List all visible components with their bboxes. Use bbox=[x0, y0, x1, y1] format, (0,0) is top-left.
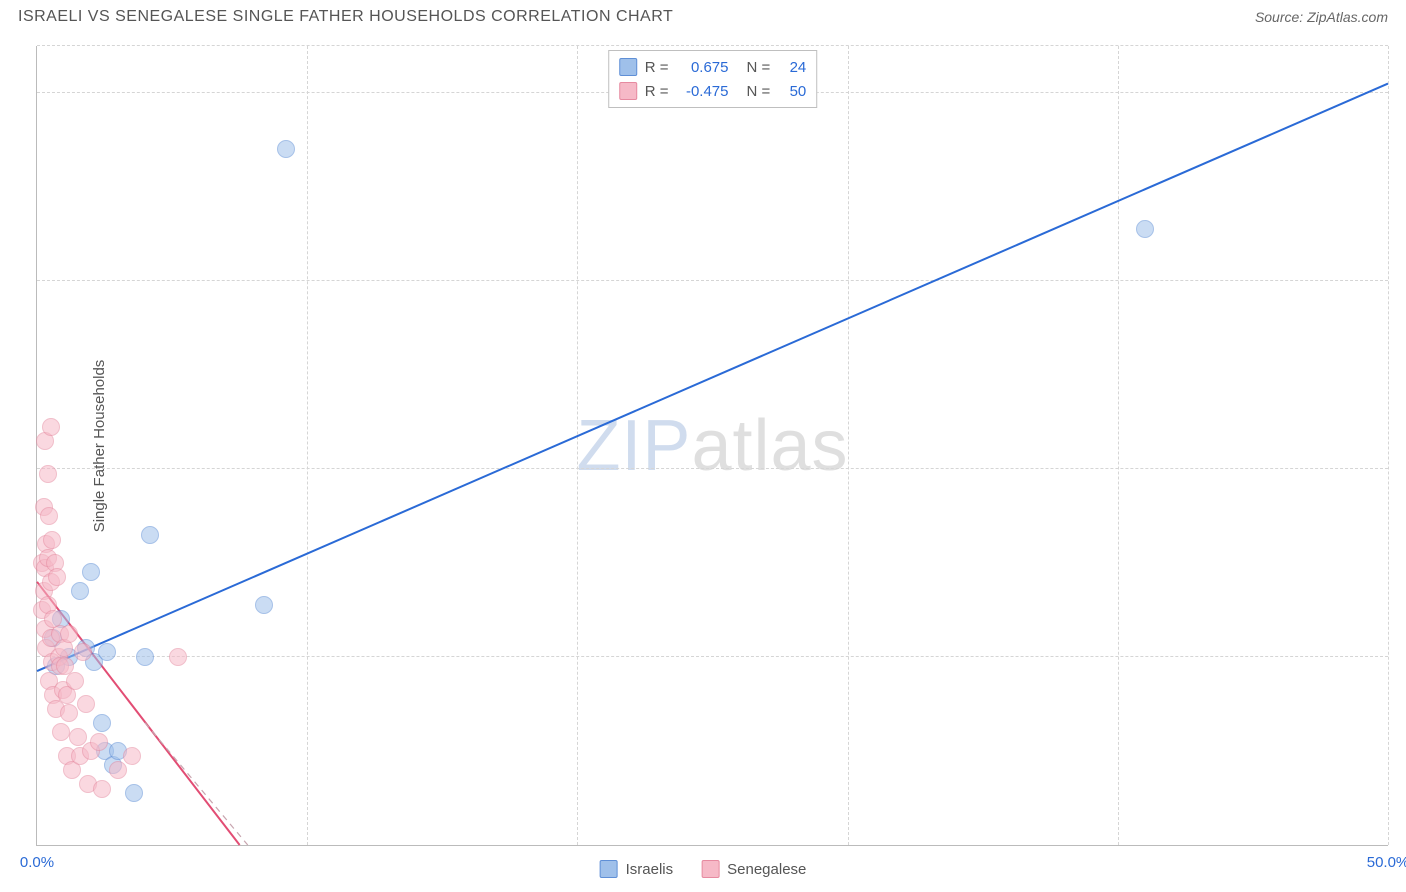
data-point bbox=[40, 507, 58, 525]
legend-n-label: N = bbox=[747, 83, 771, 100]
legend-r-value: 0.675 bbox=[677, 59, 729, 76]
data-point bbox=[71, 582, 89, 600]
legend-series-label: Israelis bbox=[626, 861, 674, 878]
data-point bbox=[60, 704, 78, 722]
x-tick-label: 50.0% bbox=[1367, 854, 1406, 871]
data-point bbox=[169, 648, 187, 666]
data-point bbox=[141, 526, 159, 544]
legend-swatch bbox=[619, 58, 637, 76]
legend-swatch bbox=[619, 82, 637, 100]
legend-row: R = 0.675 N = 24 bbox=[619, 55, 807, 79]
data-point bbox=[123, 747, 141, 765]
legend-row: R = -0.475 N = 50 bbox=[619, 79, 807, 103]
data-point bbox=[98, 643, 116, 661]
legend-n-value: 50 bbox=[778, 83, 806, 100]
legend-series-label: Senegalese bbox=[727, 861, 806, 878]
data-point bbox=[43, 531, 61, 549]
legend-r-label: R = bbox=[645, 59, 669, 76]
gridline-v bbox=[1388, 46, 1389, 845]
x-tick-label: 0.0% bbox=[20, 854, 54, 871]
legend-swatch bbox=[701, 860, 719, 878]
series-legend: Israelis Senegalese bbox=[600, 860, 807, 878]
legend-r-value: -0.475 bbox=[677, 83, 729, 100]
data-point bbox=[277, 140, 295, 158]
legend-n-label: N = bbox=[747, 59, 771, 76]
legend-n-value: 24 bbox=[778, 59, 806, 76]
source-label: Source: ZipAtlas.com bbox=[1255, 9, 1388, 25]
data-point bbox=[255, 596, 273, 614]
data-point bbox=[48, 568, 66, 586]
data-point bbox=[52, 723, 70, 741]
data-point bbox=[60, 625, 78, 643]
data-point bbox=[66, 672, 84, 690]
correlation-legend: R = 0.675 N = 24 R = -0.475 N = 50 bbox=[608, 50, 818, 108]
data-point bbox=[136, 648, 154, 666]
data-point bbox=[77, 695, 95, 713]
data-point bbox=[74, 643, 92, 661]
legend-swatch bbox=[600, 860, 618, 878]
data-point bbox=[1136, 220, 1154, 238]
data-point bbox=[109, 761, 127, 779]
legend-r-label: R = bbox=[645, 83, 669, 100]
data-point bbox=[69, 728, 87, 746]
chart-area: Single Father Households ZIPatlas 2.0%4.… bbox=[36, 46, 1388, 846]
data-point bbox=[93, 714, 111, 732]
data-point bbox=[90, 733, 108, 751]
scatter-plot bbox=[37, 46, 1388, 845]
data-point bbox=[39, 465, 57, 483]
data-point bbox=[93, 780, 111, 798]
data-point bbox=[82, 563, 100, 581]
data-point bbox=[125, 784, 143, 802]
chart-title: ISRAELI VS SENEGALESE SINGLE FATHER HOUS… bbox=[18, 8, 673, 26]
legend-item: Israelis bbox=[600, 860, 674, 878]
data-point bbox=[42, 418, 60, 436]
legend-item: Senegalese bbox=[701, 860, 806, 878]
